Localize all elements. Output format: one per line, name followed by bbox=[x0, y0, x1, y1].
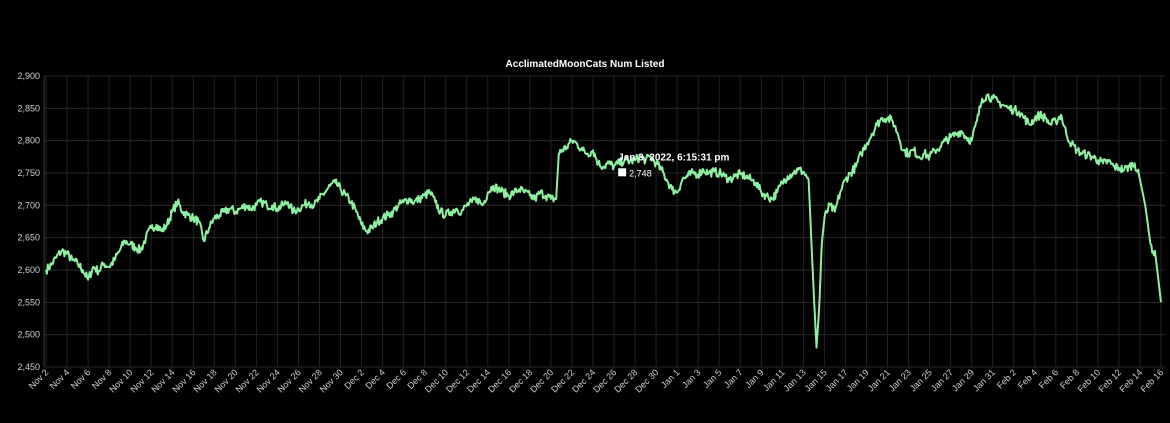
tooltip-value: 2,748 bbox=[629, 168, 652, 178]
series-line bbox=[45, 93, 1162, 349]
y-tick-label: 2,550 bbox=[17, 297, 40, 307]
y-tick-label: 2,700 bbox=[17, 200, 40, 210]
y-tick-label: 2,900 bbox=[17, 71, 40, 81]
y-axis: 2,450 2,500 2,550 2,600 2,650 2,700 2,750 2,800… bbox=[17, 71, 40, 372]
tooltip-swatch bbox=[618, 168, 627, 177]
y-tick-label: 2,850 bbox=[17, 103, 40, 113]
y-tick-label: 2,800 bbox=[17, 136, 40, 146]
y-tick-label: 2,650 bbox=[17, 233, 40, 243]
y-tick-label: 2,500 bbox=[17, 330, 40, 340]
chart-title: AcclimatedMoonCats Num Listed bbox=[506, 59, 665, 70]
grid-lines bbox=[43, 75, 1165, 368]
y-tick-label: 2,600 bbox=[17, 265, 40, 275]
y-tick-label: 2,450 bbox=[17, 362, 40, 372]
tooltip: Jan 3, 2022, 6:15:31 pm 2,748 bbox=[618, 152, 729, 178]
y-tick-label: 2,750 bbox=[17, 168, 40, 178]
tooltip-title: Jan 3, 2022, 6:15:31 pm bbox=[618, 152, 729, 163]
